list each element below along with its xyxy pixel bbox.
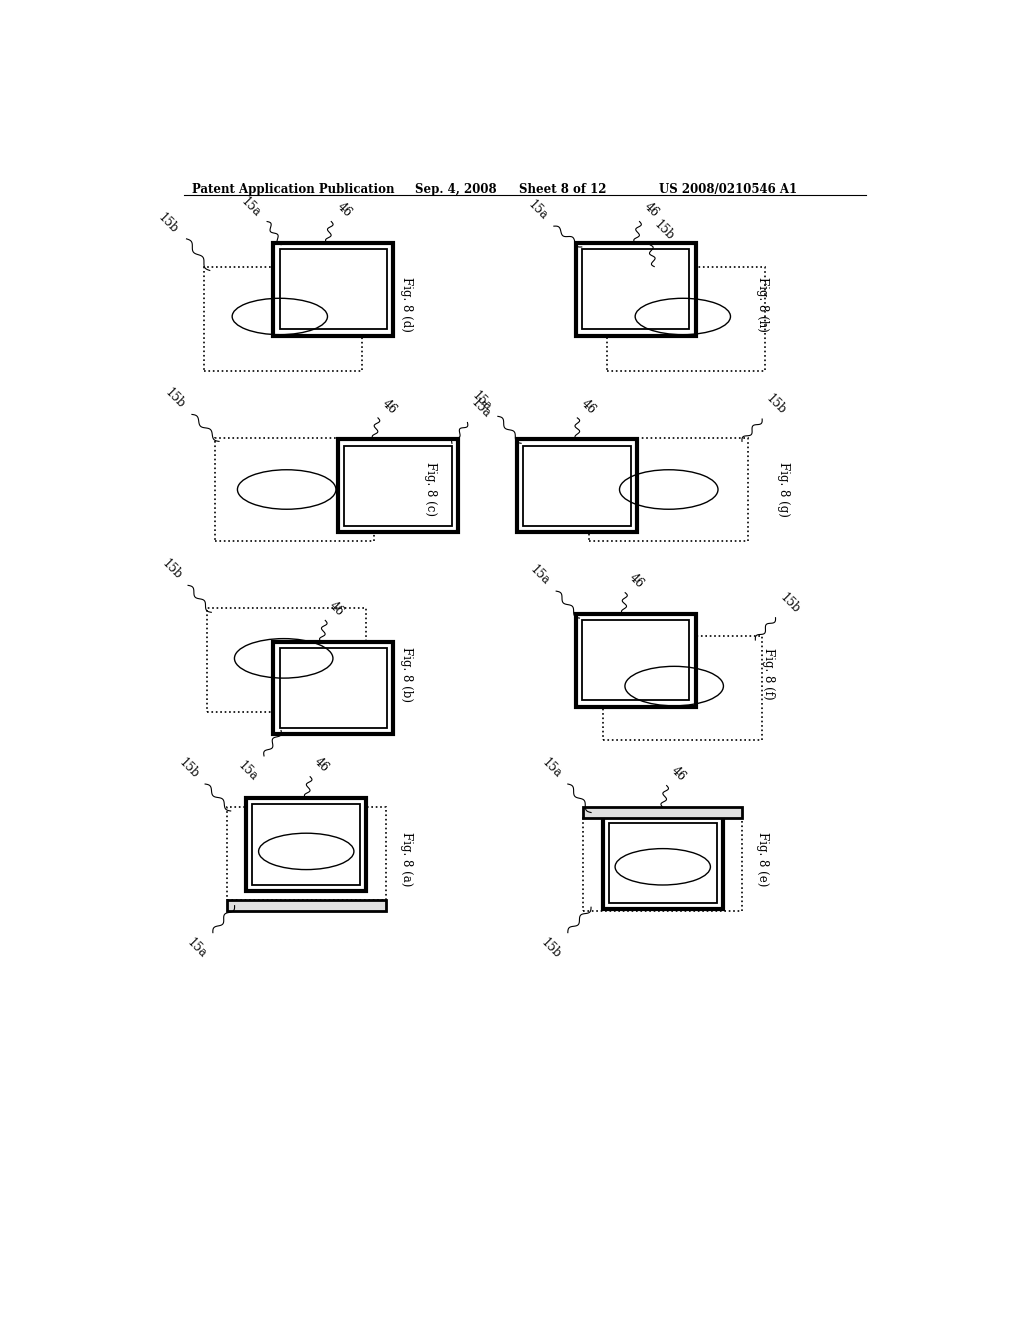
Text: 15b: 15b	[159, 557, 184, 582]
Bar	[280, 249, 387, 330]
Text: 15a: 15a	[527, 564, 552, 589]
Text: 15b: 15b	[156, 211, 180, 236]
Bar	[517, 440, 637, 532]
Text: Fig. 8 (c): Fig. 8 (c)	[424, 462, 437, 516]
Text: Fig. 8 (d): Fig. 8 (d)	[399, 277, 413, 333]
Bar	[575, 243, 695, 335]
Bar	[603, 636, 762, 741]
Text: 46: 46	[311, 755, 332, 775]
Text: Patent Application Publication: Patent Application Publication	[191, 183, 394, 197]
Text: 15b: 15b	[777, 591, 802, 616]
Bar	[246, 799, 367, 891]
Bar	[208, 609, 367, 713]
Bar	[273, 243, 393, 335]
Text: Fig. 8 (b): Fig. 8 (b)	[399, 647, 413, 702]
Text: 46: 46	[380, 396, 399, 416]
Bar	[523, 446, 631, 525]
Text: 46: 46	[335, 201, 354, 220]
Text: 15b: 15b	[176, 756, 202, 781]
Text: 15a: 15a	[525, 198, 550, 223]
Text: Sep. 4, 2008: Sep. 4, 2008	[415, 183, 497, 197]
Text: 46: 46	[669, 764, 688, 784]
Bar	[226, 807, 386, 900]
Text: Fig. 8 (g): Fig. 8 (g)	[777, 462, 791, 517]
Bar	[338, 440, 458, 532]
Text: 15b: 15b	[163, 387, 188, 412]
Bar	[582, 249, 689, 330]
Bar	[609, 822, 717, 903]
Text: Fig. 8 (e): Fig. 8 (e)	[756, 832, 769, 886]
Text: 15b: 15b	[539, 936, 564, 961]
Text: 15a: 15a	[540, 756, 564, 781]
Bar	[273, 642, 393, 734]
Text: 15b: 15b	[764, 392, 788, 417]
Bar	[584, 818, 742, 911]
Text: Fig. 8 (f): Fig. 8 (f)	[762, 648, 774, 700]
Bar	[280, 648, 387, 729]
Text: US 2008/0210546 A1: US 2008/0210546 A1	[658, 183, 797, 197]
Text: 46: 46	[627, 572, 646, 591]
Text: 15a: 15a	[184, 936, 209, 961]
Bar	[252, 804, 360, 884]
Text: 15a: 15a	[469, 396, 494, 421]
Bar	[606, 267, 765, 371]
Bar	[590, 437, 749, 541]
Bar	[575, 614, 695, 706]
Text: 15a: 15a	[236, 759, 260, 784]
Text: 15a: 15a	[239, 195, 263, 220]
Text: Sheet 8 of 12: Sheet 8 of 12	[519, 183, 607, 197]
Bar	[582, 620, 689, 701]
Bar	[603, 817, 723, 909]
Bar	[204, 267, 362, 371]
Text: 46: 46	[641, 201, 660, 220]
Bar	[344, 446, 452, 525]
Bar	[215, 437, 374, 541]
Bar	[226, 900, 386, 911]
Text: 15a: 15a	[469, 388, 494, 413]
Text: 15b: 15b	[652, 218, 677, 243]
Text: Fig. 8 (a): Fig. 8 (a)	[399, 832, 413, 886]
Text: 46: 46	[579, 396, 599, 416]
Bar	[584, 807, 742, 818]
Text: 46: 46	[327, 599, 346, 619]
Text: Fig. 8 (h): Fig. 8 (h)	[756, 277, 769, 333]
